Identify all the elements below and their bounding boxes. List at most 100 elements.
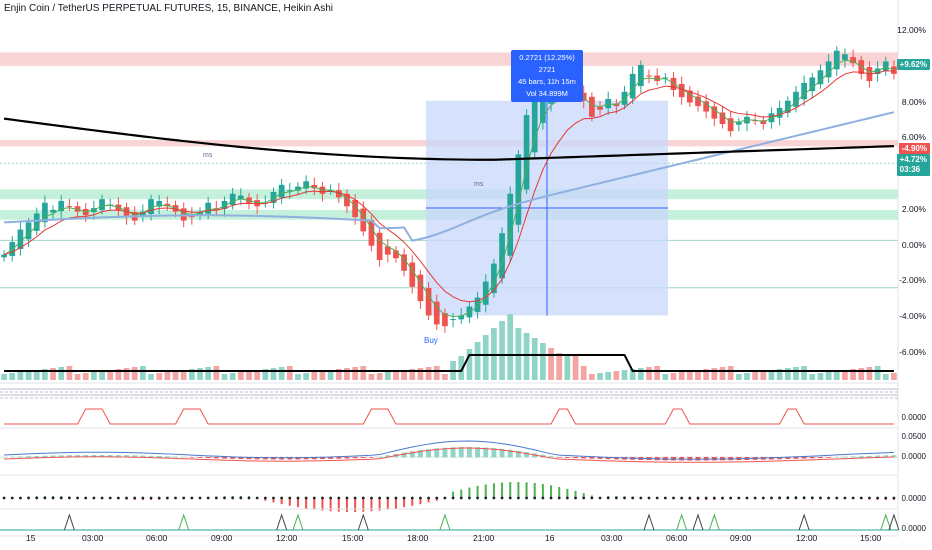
- candle-body: [597, 106, 603, 110]
- volume-bar: [286, 366, 293, 380]
- osc3-dot: [892, 496, 896, 500]
- osc2-hist-bar: [850, 456, 856, 458]
- blue-ma-line: [4, 111, 895, 242]
- volume-bar: [752, 372, 758, 380]
- osc3-dot: [272, 496, 275, 500]
- candle-body: [637, 64, 644, 87]
- osc2-hist-bar: [548, 456, 554, 458]
- countdown-value: 03:36: [899, 165, 921, 174]
- osc2-hist-bar: [581, 457, 587, 459]
- candle-body: [499, 233, 505, 279]
- osc3-dot: [206, 496, 210, 500]
- volume-bar: [148, 374, 154, 380]
- volume-bar: [621, 370, 628, 380]
- osc4-triangle: [63, 513, 75, 531]
- measure-volume: Vol 34.899M: [526, 89, 568, 98]
- time-axis-label: 18:00: [407, 533, 429, 543]
- osc3-dot: [255, 496, 259, 500]
- osc2-hist-bar: [148, 455, 154, 458]
- volume-bar: [719, 367, 726, 380]
- measure-bars-duration: 45 bars, 11h 15m: [518, 77, 576, 86]
- volume-bar: [695, 370, 701, 380]
- candle-body: [425, 287, 432, 316]
- green-level-value: +4.72%: [899, 155, 927, 164]
- osc3-dot: [729, 496, 733, 500]
- volume-bar: [295, 374, 301, 380]
- time-axis-label: 06:00: [146, 533, 168, 543]
- osc3-dot: [631, 496, 635, 500]
- volume-bar: [499, 321, 505, 380]
- osc3-dot: [484, 496, 488, 500]
- volume-bar: [580, 366, 587, 380]
- osc3-dot: [745, 496, 749, 500]
- volume-bar: [507, 314, 514, 380]
- volume-bar: [637, 368, 644, 380]
- volume-ma-line: [4, 354, 894, 372]
- time-axis-label: 15:00: [342, 533, 364, 543]
- ms-marker-2[interactable]: ms: [474, 181, 484, 188]
- osc4-triangle: [292, 513, 304, 531]
- volume-bar: [686, 371, 693, 380]
- candle-body: [654, 75, 661, 82]
- resistance-zone-top: [0, 52, 898, 66]
- osc3-dot: [296, 496, 300, 500]
- osc2-hist-bar: [809, 457, 815, 459]
- osc2-hist-bar: [377, 456, 383, 458]
- volume-bar: [817, 373, 824, 380]
- time-axis-label: 15:00: [860, 533, 882, 543]
- osc3-dot: [43, 496, 47, 500]
- volume-bar: [801, 366, 807, 380]
- candle-body: [784, 100, 791, 113]
- osc3-dot: [443, 496, 447, 500]
- candle-body: [719, 112, 726, 124]
- volume-bar: [91, 372, 97, 380]
- osc3-dot: [394, 496, 398, 500]
- volume-bar: [270, 368, 277, 380]
- candle-body: [376, 232, 383, 260]
- osc3-dot: [182, 496, 186, 500]
- last-price-tag: +9.62%: [896, 59, 930, 70]
- osc2-hist-bar: [564, 457, 570, 458]
- candle-body: [384, 246, 391, 255]
- osc3-dot: [500, 496, 504, 500]
- candle-body: [858, 60, 865, 74]
- candle-body: [711, 106, 718, 119]
- osc2-hist-bar: [515, 450, 521, 458]
- osc2-hist-bar: [842, 456, 848, 458]
- candle-body: [442, 313, 448, 327]
- osc3-dot: [647, 496, 651, 500]
- osc2-hist-bar: [303, 457, 309, 460]
- volume-bar: [335, 369, 342, 380]
- candle-body: [686, 90, 693, 103]
- candle-body: [793, 91, 799, 107]
- candle-body: [368, 219, 375, 246]
- candle-body: [695, 96, 701, 107]
- osc3-dot: [19, 496, 22, 500]
- osc3-dot: [810, 496, 814, 500]
- osc3-dot: [786, 496, 790, 500]
- candle-body: [344, 193, 350, 207]
- osc3-dot: [263, 496, 267, 500]
- volume-bar: [58, 367, 65, 380]
- osc2-hist-bar: [450, 447, 456, 458]
- osc2-hist-bar: [17, 456, 23, 458]
- volume-bar: [654, 366, 661, 380]
- osc3-dot: [280, 496, 284, 500]
- osc3-dot: [239, 496, 243, 500]
- osc4-triangle: [643, 513, 655, 531]
- osc3-dot: [533, 496, 537, 500]
- osc2-hist-bar: [589, 457, 595, 459]
- osc3-dot: [655, 496, 659, 500]
- osc3-dot: [174, 496, 177, 500]
- ms-marker-1[interactable]: ms: [203, 152, 213, 159]
- buy-signal-label[interactable]: Buy: [424, 336, 438, 345]
- osc3-dot: [721, 496, 724, 500]
- candle-body: [270, 192, 277, 203]
- volume-bar: [66, 366, 73, 380]
- osc2-hist-bar: [107, 455, 113, 458]
- candle-body: [817, 70, 824, 85]
- osc2-hist-bar: [793, 457, 799, 459]
- volume-bar: [784, 368, 791, 380]
